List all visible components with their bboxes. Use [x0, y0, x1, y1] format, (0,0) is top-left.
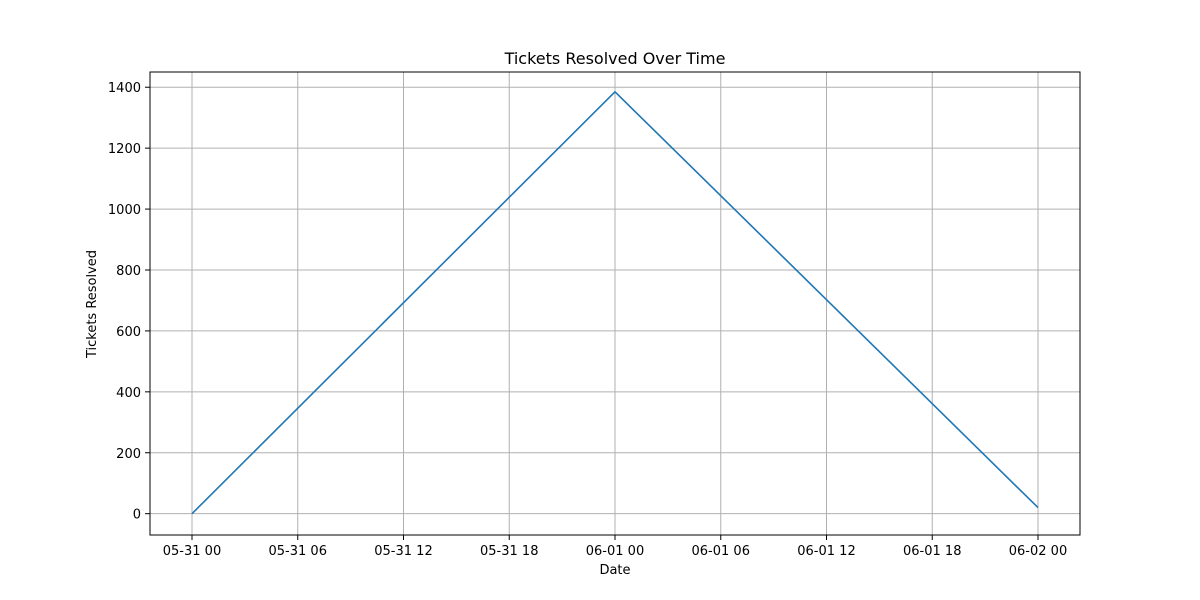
- x-tick-label: 06-01 00: [586, 544, 644, 559]
- y-tick-label: 600: [116, 325, 141, 340]
- y-tick-label: 0: [133, 508, 141, 523]
- x-axis-ticks: 05-31 00 05-31 06 05-31 12 05-31 18 06-01 00…: [163, 535, 1067, 559]
- grid: [150, 72, 1080, 535]
- y-tick-label: 200: [116, 447, 141, 462]
- y-axis-ticks: 0 200 400 600 800 1000 1200 1400: [108, 81, 150, 523]
- x-tick-label: 05-31 00: [163, 544, 221, 559]
- y-tick-label: 800: [116, 264, 141, 279]
- x-tick-label: 06-01 18: [903, 544, 961, 559]
- x-tick-label: 06-02 00: [1009, 544, 1067, 559]
- chart-title: Tickets Resolved Over Time: [504, 49, 726, 68]
- series-line: [191, 91, 1039, 515]
- x-tick-label: 05-31 12: [374, 544, 432, 559]
- y-tick-label: 1000: [108, 203, 141, 218]
- x-tick-label: 05-31 06: [269, 544, 327, 559]
- x-tick-label: 06-01 06: [692, 544, 750, 559]
- y-axis-label: Tickets Resolved: [85, 250, 100, 359]
- x-tick-label: 05-31 18: [480, 544, 538, 559]
- x-tick-label: 06-01 12: [797, 544, 855, 559]
- x-axis-label: Date: [599, 563, 630, 578]
- y-tick-label: 1200: [108, 142, 141, 157]
- y-tick-label: 400: [116, 386, 141, 401]
- series-layer: [191, 91, 1039, 515]
- y-tick-label: 1400: [108, 81, 141, 96]
